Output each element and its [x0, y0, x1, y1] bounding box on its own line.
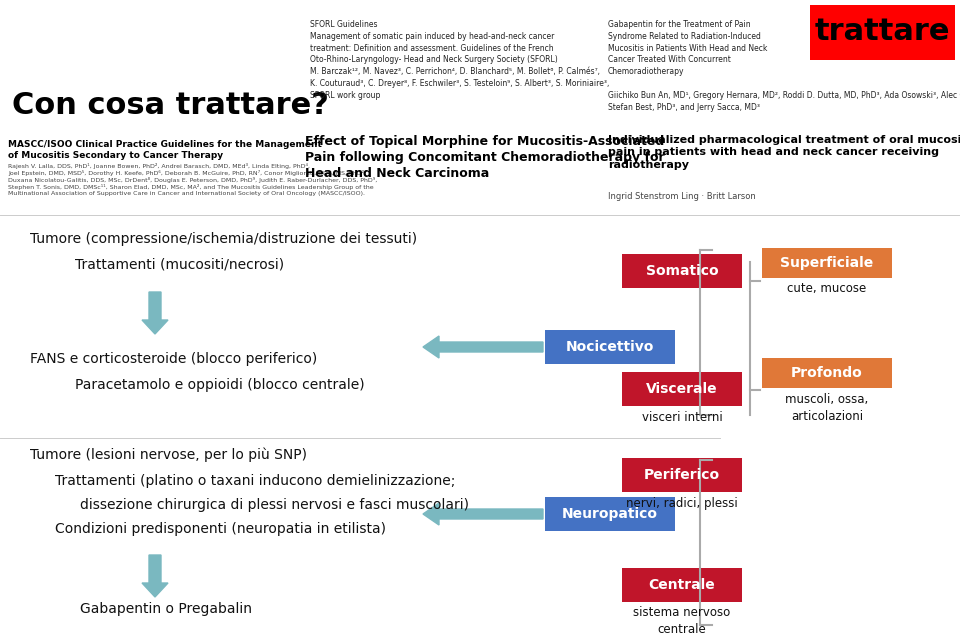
Text: Gabapentin o Pregabalin: Gabapentin o Pregabalin	[80, 602, 252, 616]
FancyArrow shape	[423, 503, 543, 525]
Text: Tumore (lesioni nervose, per lo più SNP): Tumore (lesioni nervose, per lo più SNP)	[30, 448, 307, 463]
Text: trattare: trattare	[814, 17, 949, 47]
Text: Paracetamolo e oppioidi (blocco centrale): Paracetamolo e oppioidi (blocco centrale…	[75, 378, 365, 392]
FancyBboxPatch shape	[545, 330, 675, 364]
Text: Condizioni predisponenti (neuropatia in etilista): Condizioni predisponenti (neuropatia in …	[55, 522, 386, 536]
FancyBboxPatch shape	[810, 5, 955, 60]
Text: Ingrid Stenstrom Ling · Britt Larson: Ingrid Stenstrom Ling · Britt Larson	[608, 192, 756, 201]
Text: FANS e corticosteroide (blocco periferico): FANS e corticosteroide (blocco periferic…	[30, 352, 317, 366]
Text: MASCC/ISOO Clinical Practice Guidelines for the Management
of Mucositis Secondar: MASCC/ISOO Clinical Practice Guidelines …	[8, 140, 322, 160]
Text: Periferico: Periferico	[644, 468, 720, 482]
FancyArrow shape	[142, 555, 168, 597]
Text: Gabapentin for the Treatment of Pain
Syndrome Related to Radiation-Induced
Mucos: Gabapentin for the Treatment of Pain Syn…	[608, 20, 960, 111]
Text: Superficiale: Superficiale	[780, 256, 874, 270]
Text: SFORL Guidelines
Management of somatic pain induced by head-and-neck cancer
trea: SFORL Guidelines Management of somatic p…	[310, 20, 610, 100]
Text: sistema nervoso
centrale: sistema nervoso centrale	[634, 606, 731, 636]
Text: Somatico: Somatico	[646, 264, 718, 278]
Text: Individualized pharmacological treatment of oral mucositis
pain in patients with: Individualized pharmacological treatment…	[608, 135, 960, 170]
FancyBboxPatch shape	[762, 248, 892, 278]
Text: Effect of Topical Morphine for Mucositis-Associated
Pain following Concomitant C: Effect of Topical Morphine for Mucositis…	[305, 135, 664, 180]
FancyBboxPatch shape	[622, 458, 742, 492]
FancyBboxPatch shape	[622, 372, 742, 406]
Text: Rajesh V. Lalla, DDS, PhD¹, Joanne Bowen, PhD², Andrei Barasch, DMD, MEd³, Linda: Rajesh V. Lalla, DDS, PhD¹, Joanne Bowen…	[8, 163, 377, 196]
Text: visceri interni: visceri interni	[641, 411, 722, 424]
FancyArrow shape	[142, 292, 168, 334]
Text: Profondo: Profondo	[791, 366, 863, 380]
FancyBboxPatch shape	[762, 358, 892, 388]
Text: Viscerale: Viscerale	[646, 382, 718, 396]
Text: Tumore (compressione/ischemia/distruzione dei tessuti): Tumore (compressione/ischemia/distruzion…	[30, 232, 418, 246]
Text: Nocicettivo: Nocicettivo	[565, 340, 654, 354]
FancyBboxPatch shape	[622, 568, 742, 602]
Text: nervi, radici, plessi: nervi, radici, plessi	[626, 497, 738, 510]
Text: dissezione chirurgica di plessi nervosi e fasci muscolari): dissezione chirurgica di plessi nervosi …	[80, 498, 469, 512]
FancyBboxPatch shape	[545, 497, 675, 531]
Text: Trattamenti (platino o taxani inducono demielinizzazione;: Trattamenti (platino o taxani inducono d…	[55, 474, 455, 488]
Text: Con cosa trattare?: Con cosa trattare?	[12, 90, 329, 120]
Text: Centrale: Centrale	[649, 578, 715, 592]
Text: Trattamenti (mucositi/necrosi): Trattamenti (mucositi/necrosi)	[75, 258, 284, 272]
FancyBboxPatch shape	[622, 254, 742, 288]
FancyArrow shape	[423, 336, 543, 358]
Text: cute, mucose: cute, mucose	[787, 282, 867, 295]
Text: Neuropatico: Neuropatico	[562, 507, 658, 521]
Text: muscoli, ossa,
articolazioni: muscoli, ossa, articolazioni	[785, 393, 869, 423]
